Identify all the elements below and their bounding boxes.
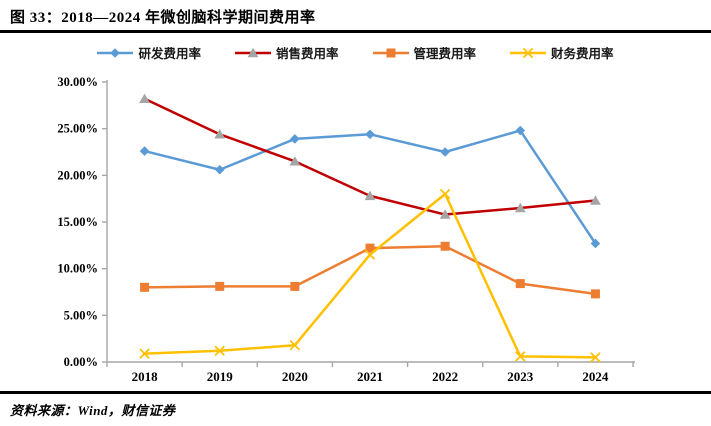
legend-item-1: 研发费用率 [97, 43, 201, 62]
y-tick-label: 30.00% [57, 75, 98, 89]
x-marker-icon [510, 47, 547, 58]
y-tick-label: 15.00% [57, 215, 98, 229]
square-marker-icon [372, 48, 409, 57]
source-note: 资料来源：Wind，财信证券 [10, 403, 176, 418]
y-tick-label: 5.00% [64, 308, 98, 322]
diamond-marker-icon [97, 47, 134, 58]
legend-item-4: 财务费用率 [510, 43, 614, 62]
title-divider [0, 30, 711, 33]
legend-label: 研发费用率 [138, 47, 201, 61]
triangle-marker-icon [234, 47, 271, 57]
figure-title: 图 33：2018—2024 年微创脑科学期间费用率 [10, 10, 316, 26]
legend-item-3: 管理费用率 [372, 43, 477, 62]
x-tick-label: 2020 [282, 369, 308, 384]
x-tick-label: 2018 [132, 369, 159, 384]
x-tick-label: 2021 [357, 369, 383, 384]
series-2 [139, 93, 601, 219]
y-tick-label: 25.00% [57, 122, 98, 136]
footer-divider [0, 391, 711, 394]
series-1 [139, 125, 601, 249]
chart-legend: 研发费用率 销售费用率 管理费用率 财务费用率 [0, 43, 711, 62]
series-3 [140, 241, 600, 299]
y-tick-label: 0.00% [64, 355, 98, 369]
legend-label: 销售费用率 [275, 47, 339, 61]
legend-label: 财务费用率 [551, 47, 614, 61]
x-tick-label: 2019 [207, 369, 234, 384]
series-4 [139, 188, 601, 363]
x-tick-label: 2023 [507, 369, 534, 384]
y-tick-label: 10.00% [57, 262, 98, 276]
y-tick-label: 20.00% [57, 168, 98, 182]
legend-label: 管理费用率 [413, 47, 477, 61]
legend-item-2: 销售费用率 [234, 43, 339, 62]
x-tick-label: 2022 [432, 369, 458, 384]
x-tick-label: 2024 [582, 369, 609, 384]
